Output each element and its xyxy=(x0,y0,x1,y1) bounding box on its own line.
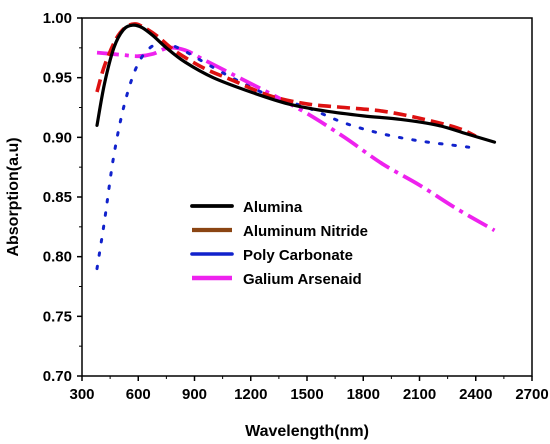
x-tick-label: 300 xyxy=(69,386,94,403)
legend-label-alumina: Alumina xyxy=(243,199,303,216)
y-tick-label: 1.00 xyxy=(43,10,72,27)
legend-label-aluminum-nitride: Aluminum Nitride xyxy=(243,223,368,240)
series-line-alumina xyxy=(95,23,497,144)
x-tick-label: 2700 xyxy=(515,386,548,403)
y-tick-label: 0.90 xyxy=(43,129,72,146)
x-tick-label: 1200 xyxy=(234,386,267,403)
y-tick-label: 0.85 xyxy=(43,189,72,206)
y-axis-ticks: 0.70 0.75 0.80 0.85 0.90 0.95 1.00 xyxy=(43,10,82,385)
x-tick-label: 2100 xyxy=(403,386,436,403)
x-tick-label: 900 xyxy=(182,386,207,403)
y-tick-label: 0.95 xyxy=(43,70,72,87)
x-axis-title: Wavelength(nm) xyxy=(245,423,369,440)
series-line-aluminum-nitride xyxy=(95,22,477,138)
x-tick-label: 2400 xyxy=(459,386,492,403)
x-tick-label: 600 xyxy=(126,386,151,403)
plot-frame xyxy=(81,17,533,377)
legend-label-galium-arsenaid: Galium Arsenaid xyxy=(243,271,362,288)
x-tick-label: 1500 xyxy=(290,386,323,403)
series-layer xyxy=(95,22,497,271)
y-tick-label: 0.80 xyxy=(43,249,72,266)
legend: Alumina Aluminum Nitride Poly Carbonate Gal… xyxy=(190,199,368,288)
series-line-poly-carbonate xyxy=(95,41,478,271)
plot-area xyxy=(81,17,533,377)
legend-label-poly-carbonate: Poly Carbonate xyxy=(243,247,353,264)
y-axis-title: Absorption(a.u) xyxy=(5,137,22,256)
y-tick-label: 0.75 xyxy=(43,308,72,325)
x-axis-ticks: 300 600 900 1200 1500 1800 2100 2400 2700 xyxy=(69,376,549,403)
y-tick-label: 0.70 xyxy=(43,368,72,385)
series-line-galium-arsenaid xyxy=(96,45,496,233)
x-tick-label: 1800 xyxy=(347,386,380,403)
